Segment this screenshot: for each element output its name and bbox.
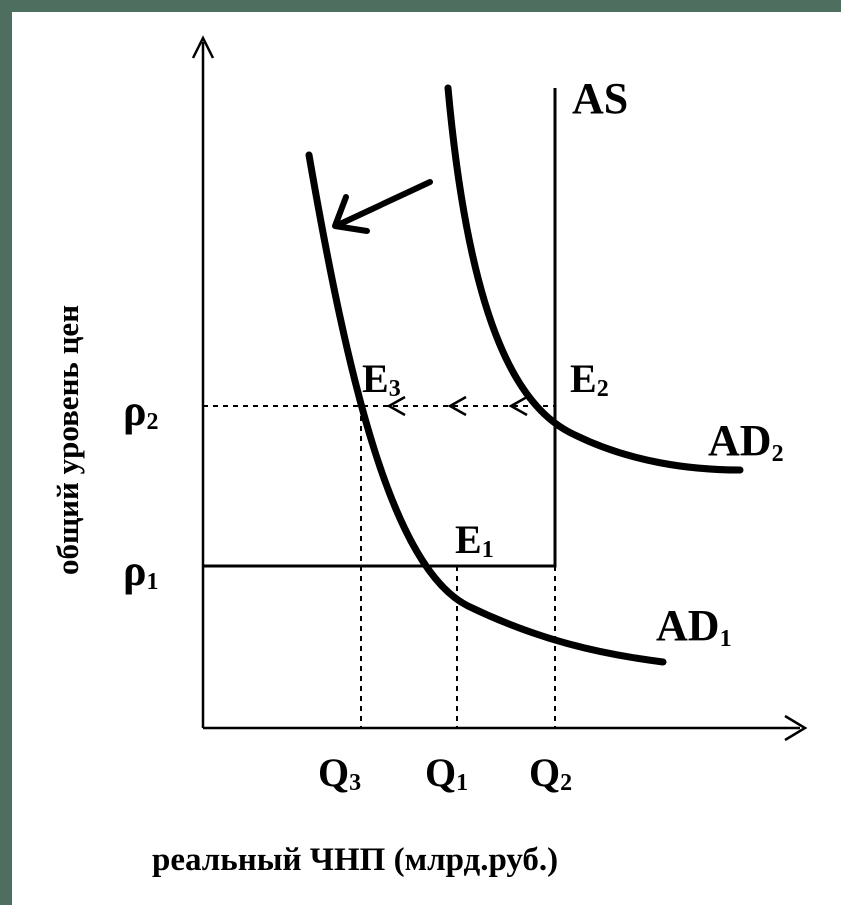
e2-label: E2 [570,356,609,402]
left-arrow-3 [508,395,528,417]
y-axis-arrowhead [191,35,215,59]
ad1-label: AD1 [656,601,732,652]
ad2-curve [444,84,744,474]
p1-label: ρ1 [123,546,159,595]
as-curve [203,88,557,568]
as-label: AS [572,74,628,123]
shift-arrow-line [337,179,433,227]
q1-label: Q1 [425,750,468,796]
x-axis-arrowhead [784,714,808,742]
ad2-label: AD2 [708,416,784,467]
y-axis-title: общий уровень цен [50,305,85,575]
ad1-curve [305,151,667,666]
x-axis-title: реальный ЧНП (млрд.руб.) [152,842,558,878]
left-arrow-1 [386,395,406,417]
shift-arrow-head [332,194,370,234]
p2-label: ρ2 [123,386,159,435]
e1-label: E1 [455,517,494,563]
e3-label: E3 [362,356,401,402]
diagram-panel [12,12,841,905]
left-arrow-2 [447,395,467,417]
q2-label: Q2 [529,750,572,796]
q3-label: Q3 [318,750,361,796]
